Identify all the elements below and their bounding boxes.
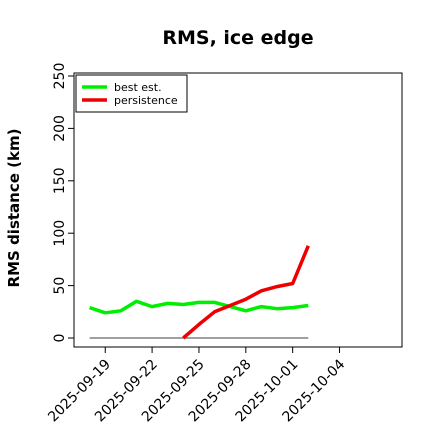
y-tick-label: 200 [52, 115, 68, 142]
y-axis-label: RMS distance (km) [5, 129, 23, 288]
legend-box [75, 74, 188, 113]
y-tick-label: 100 [52, 220, 68, 247]
legend-label: persistence [114, 94, 178, 107]
y-tick-label: 50 [52, 277, 68, 295]
series-line-best-est [89, 299, 309, 315]
y-tick-label: 150 [52, 167, 68, 194]
chart-title: RMS, ice edge [162, 27, 313, 49]
series-line-persistence [182, 245, 310, 340]
plot-area [89, 245, 310, 340]
x-axis: 2025-09-192025-09-222025-09-252025-09-28… [45, 347, 348, 425]
legend-label: best est. [114, 81, 162, 94]
legend: best est.persistence [75, 74, 188, 113]
y-tick-label: 250 [52, 63, 68, 90]
plot-frame [73, 72, 403, 348]
y-tick-label: 0 [52, 334, 68, 343]
y-axis: 0 50 100 150 200 250 [52, 63, 74, 343]
